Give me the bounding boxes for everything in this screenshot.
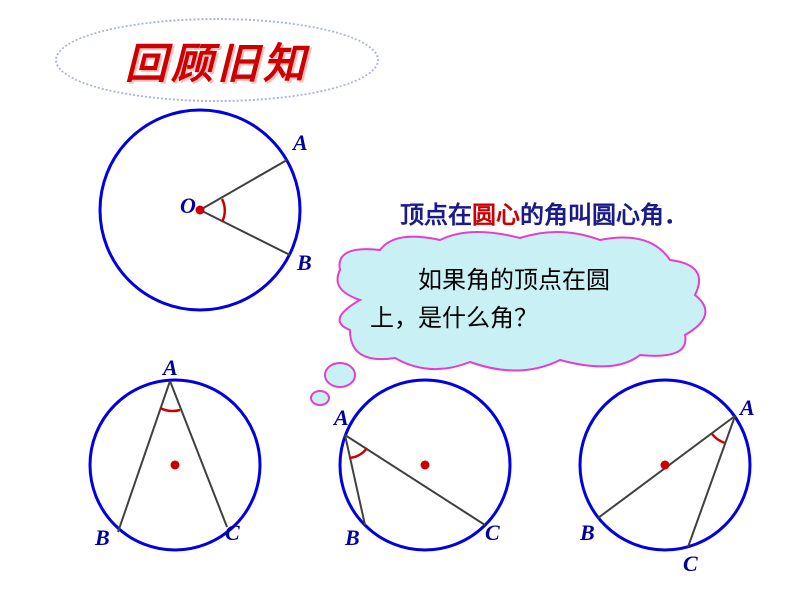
label-B-4: B: [580, 520, 595, 546]
def-part3: 的角叫圆心角．: [520, 203, 688, 229]
definition-text: 顶点在圆心的角叫圆心角．: [400, 195, 688, 230]
circle-1-group: [100, 110, 300, 310]
label-C-2: C: [225, 520, 240, 546]
def-part1: 顶点在: [400, 203, 472, 229]
label-C-4: C: [683, 551, 698, 577]
circle-4-group: [580, 380, 750, 550]
label-A-2: A: [163, 355, 178, 381]
label-B-1: B: [297, 250, 312, 276]
label-A-4: A: [740, 395, 755, 421]
label-A-1: A: [293, 130, 308, 156]
label-O-1: O: [180, 193, 196, 219]
title-text: 回顾旧知: [125, 30, 309, 91]
title-section: 回顾旧知: [55, 18, 379, 102]
def-part2: 圆心: [472, 203, 520, 229]
label-C-3: C: [485, 520, 500, 546]
label-B-2: B: [95, 525, 110, 551]
label-B-3: B: [345, 525, 360, 551]
label-A-3: A: [334, 405, 349, 431]
question-line1: 如果角的顶点在圆: [370, 262, 610, 300]
question-line2: 上，是什么角？: [370, 300, 538, 338]
